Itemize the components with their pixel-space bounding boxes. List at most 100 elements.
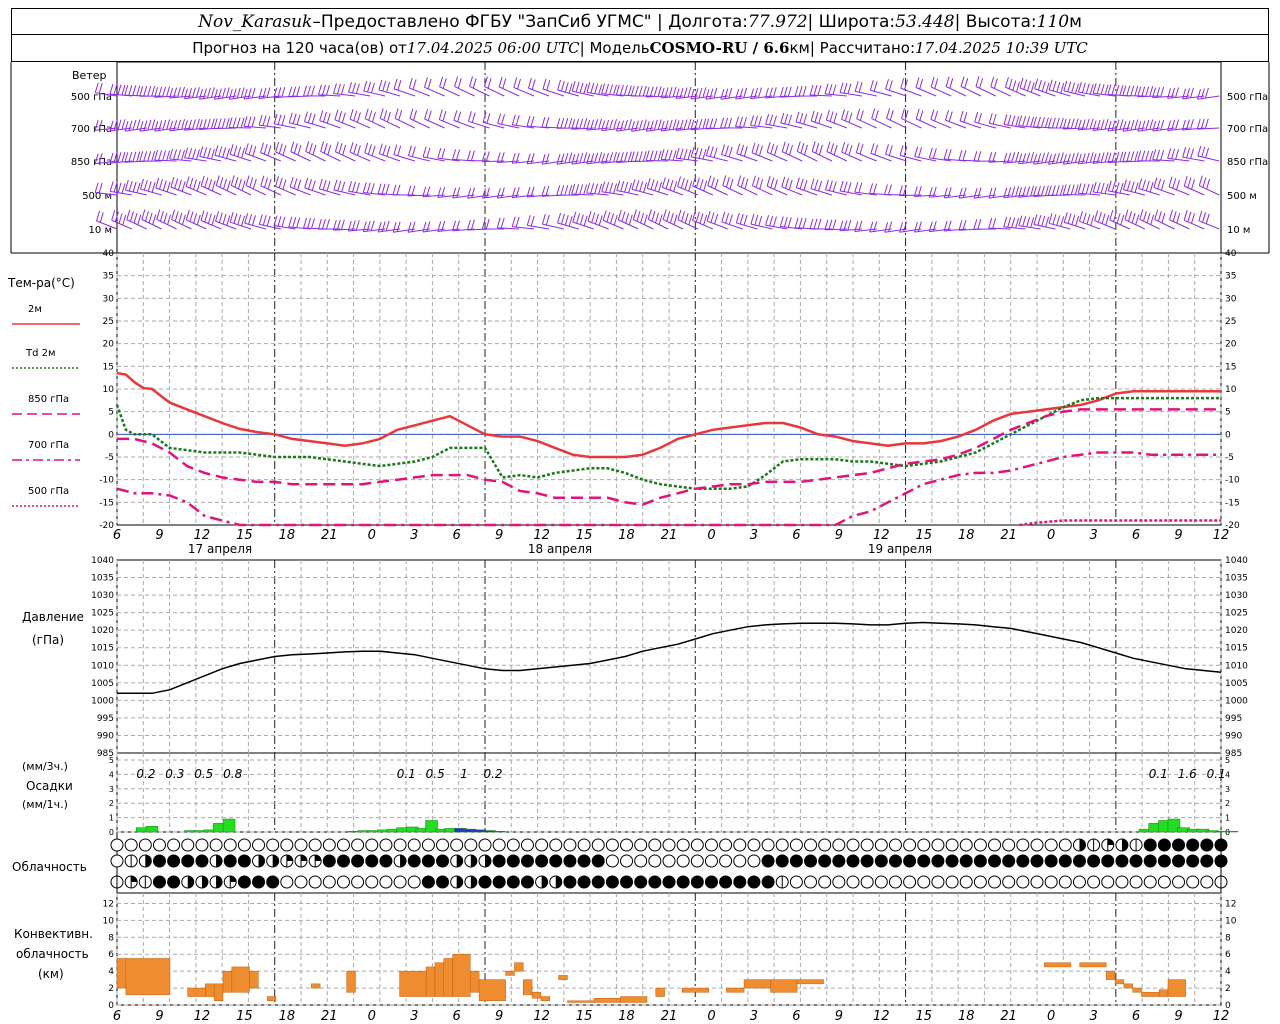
wind-barb-flag — [1089, 152, 1094, 163]
wind-barb-flag — [296, 86, 301, 97]
cloud-cover-symbol — [761, 838, 775, 852]
wind-barb-flag — [679, 119, 684, 131]
wind-barb-flag — [575, 118, 580, 130]
wind-barb-flag — [282, 179, 287, 190]
cloud-cover-symbol — [365, 854, 379, 868]
cloud-cover-symbol — [931, 854, 945, 868]
wind-barb-flag — [214, 145, 219, 156]
wind-barb-flag — [1109, 209, 1114, 221]
wind-barb-flag — [560, 213, 565, 225]
wind-barb — [139, 127, 162, 132]
cloud-cover-symbol — [761, 875, 775, 889]
wind-barb-flag — [1160, 119, 1165, 131]
wind-barb-flag — [811, 141, 816, 152]
wind-barb-flag — [1202, 177, 1207, 188]
wind-barb-flag — [230, 175, 235, 186]
wind-barb — [1197, 95, 1220, 100]
pressure-ytick-left: 995 — [97, 714, 114, 724]
wind-barb-flag — [109, 83, 114, 95]
wind-barb-flag — [236, 117, 241, 128]
wind-barb-flag — [1134, 182, 1139, 193]
wind-barb-flag — [128, 120, 133, 131]
cloud-cover-symbol — [605, 838, 619, 852]
wind-barb-flag — [296, 217, 301, 228]
wind-barb-flag — [832, 181, 837, 192]
wind-barb-flag — [1077, 153, 1082, 165]
wind-barb — [542, 160, 564, 165]
wind-barb-flag — [654, 180, 659, 191]
wind-barb-flag — [1156, 149, 1161, 161]
wind-barb-flag — [695, 177, 700, 188]
wind-barb-flag — [348, 82, 353, 93]
wind-barb-flag — [487, 78, 492, 89]
wind-barb-flag — [645, 86, 650, 98]
wind-barb-flag — [1081, 183, 1086, 194]
wind-barb-flag — [278, 143, 283, 154]
wind-barb-flag — [1040, 185, 1045, 197]
wind-barb-flag — [803, 180, 808, 191]
wind-barb-flag — [636, 211, 641, 222]
wind-barb-flag — [557, 212, 562, 224]
wind-barb-flag — [1034, 78, 1039, 89]
wind-barb-flag — [215, 211, 220, 222]
wind-barb-flag — [817, 218, 822, 230]
precip-total-label: 0.1 — [397, 767, 416, 781]
wind-barb-flag — [666, 211, 671, 222]
wind-barb-flag — [481, 151, 486, 162]
wind-barb-flag — [919, 110, 924, 121]
wind-barb-flag — [919, 78, 924, 90]
wind-barb-flag — [828, 84, 833, 95]
wind-barb-flag — [1202, 212, 1207, 223]
wind-barb-flag — [694, 147, 699, 158]
wind-barb-flag — [720, 117, 725, 128]
precip-ytick-right: 0 — [1225, 828, 1230, 837]
wind-barb-flag — [625, 213, 630, 224]
cloud-cover-symbol — [818, 854, 832, 868]
wind-barb-flag — [568, 117, 573, 129]
wind-barb-flag — [349, 109, 354, 120]
wind-barb-flag — [843, 220, 848, 231]
conv-ytick-left: 0 — [108, 1001, 114, 1011]
wind-barb-flag — [1175, 119, 1180, 130]
wind-barb — [1018, 225, 1041, 230]
cloud-cover-symbol — [421, 838, 435, 852]
wind-barb-flag — [147, 151, 152, 162]
cloud-cover-symbol — [733, 838, 747, 852]
wind-barb — [318, 94, 341, 97]
wind-barb-flag — [601, 83, 606, 94]
wind-barb-flag — [181, 149, 185, 161]
wind-barb-flag — [743, 146, 748, 157]
wind-barb-flag — [352, 82, 356, 94]
cloud-cover-fill — [216, 882, 223, 888]
wind-barb — [929, 157, 952, 162]
wind-barb-flag — [779, 86, 784, 98]
wind-barb-flag — [1160, 149, 1165, 161]
wind-barb-flag — [292, 113, 297, 124]
wind-barb — [1137, 127, 1160, 132]
cloud-cover-symbol — [124, 838, 138, 852]
wind-barb — [929, 228, 952, 233]
wind-barb-flag — [394, 108, 399, 119]
header-dash: – — [312, 11, 321, 32]
wind-barb-flag — [884, 222, 889, 233]
cloud-cover-symbol — [832, 875, 846, 889]
wind-barb — [1018, 160, 1041, 165]
wind-barb — [1078, 127, 1101, 131]
wind-barb-flag — [99, 212, 104, 223]
wind-barb — [95, 160, 118, 165]
cloud-cover-fill — [470, 876, 477, 882]
wind-barb-flag — [1044, 117, 1049, 128]
wind-barb — [333, 189, 356, 196]
wind-barb-flag — [769, 114, 774, 126]
wind-barb-flag — [560, 118, 565, 129]
wind-barb-flag — [1063, 80, 1068, 92]
wind-barb-flag — [277, 87, 282, 98]
wind-barb-flag — [466, 219, 471, 231]
wind-barb-flag — [233, 213, 238, 224]
wind-barb-flag — [156, 209, 161, 220]
wind-barb-flag — [1003, 216, 1008, 228]
wind-barb-flag — [251, 87, 256, 99]
wind-barb-flag — [305, 141, 310, 152]
wind-barb-flag — [798, 85, 803, 97]
wind-barb-flag — [308, 143, 313, 154]
